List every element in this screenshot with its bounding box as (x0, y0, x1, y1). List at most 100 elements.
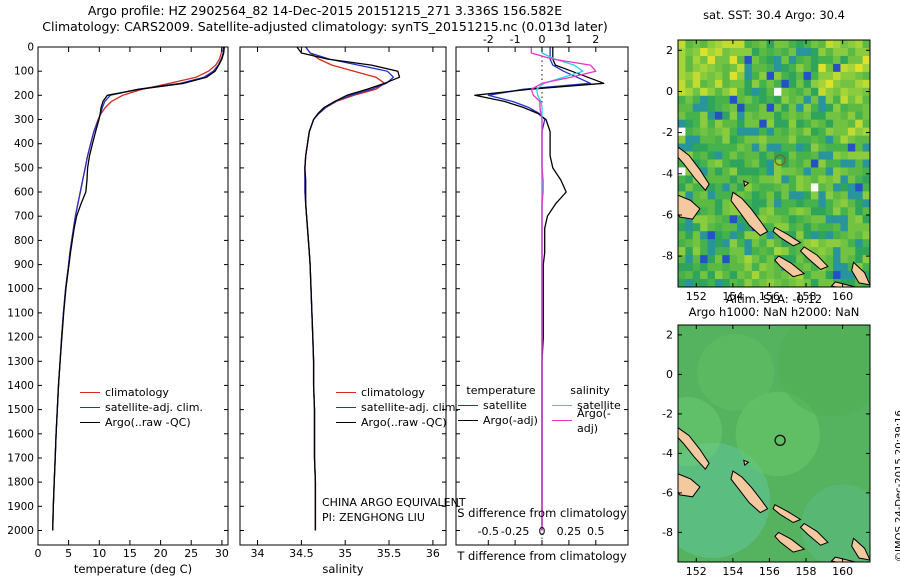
legend-item: Argo(-adj) (552, 407, 628, 435)
sst-pixel (862, 263, 870, 272)
sst-pixel (700, 95, 709, 105)
sst-pixel (766, 135, 775, 145)
sst-pixel (840, 215, 849, 224)
sst-pixel (759, 40, 768, 49)
sst-pixel (833, 255, 842, 264)
sst-pixel (714, 191, 723, 200)
sst-pixel (751, 47, 760, 57)
sst-pixel (737, 255, 746, 264)
sst-pixel (700, 207, 709, 216)
sst-pixel (714, 223, 723, 232)
sst-pixel (774, 263, 782, 272)
sst-pixel (766, 199, 775, 208)
sst-pixel (810, 175, 819, 185)
sst-pixel (796, 151, 805, 161)
sst-pixel (692, 103, 701, 113)
sst-pixel (796, 239, 805, 248)
sst-pixel (714, 151, 723, 161)
sst-pixel (714, 175, 723, 185)
sst-pixel (737, 95, 746, 105)
legend-label: satellite (483, 399, 527, 412)
sst-pixel (774, 223, 782, 232)
sst-pixel (840, 55, 849, 65)
salinity-axis-label: salinity (322, 562, 364, 576)
sst-pixel (714, 111, 723, 121)
sst-pixel (685, 63, 694, 73)
sst-pixel (781, 63, 790, 73)
blue-line-swatch (336, 407, 356, 408)
sla-map-layers (678, 325, 870, 562)
sst-pixel (766, 40, 775, 49)
sst-pixel (810, 87, 819, 97)
tick-label: 160 (832, 565, 853, 578)
sst-pixel (685, 79, 694, 89)
sst-pixel (707, 239, 716, 248)
sst-pixel (803, 55, 812, 65)
sst-pixel (729, 143, 738, 153)
sst-pixel (729, 215, 738, 224)
sst-pixel (788, 119, 797, 129)
sst-pixel (766, 159, 775, 169)
tick-label: 1900 (7, 501, 34, 513)
sst-pixel (781, 215, 790, 224)
tick-label: 34 (251, 547, 265, 560)
sst-pixel (685, 231, 694, 240)
sst-pixel (847, 239, 856, 248)
sst-pixel (678, 247, 686, 256)
sst-pixel (714, 95, 723, 105)
sst-pixel (759, 175, 768, 185)
sst-pixel (759, 87, 768, 97)
tick-label: 0 (539, 525, 546, 538)
sst-pixel (744, 279, 753, 287)
sst-pixel (722, 263, 731, 272)
sst-pixel (685, 71, 694, 81)
sst-pixel (766, 127, 775, 137)
sst-pixel (759, 55, 768, 65)
sst-pixel (803, 279, 812, 287)
sst-pixel (810, 183, 819, 192)
sst-pixel (751, 111, 760, 121)
sst-pixel (810, 167, 819, 177)
sst-pixel (788, 95, 797, 105)
sst-pixel (818, 151, 827, 161)
sst-pixel (729, 103, 738, 113)
sst-pixel (678, 263, 686, 272)
sst-pixel (707, 40, 716, 49)
sst-pixel (825, 279, 834, 287)
sst-pixel (707, 263, 716, 272)
sst-pixel (766, 167, 775, 177)
sst-pixel (759, 199, 768, 208)
sst-pixel (678, 127, 686, 137)
sst-pixel (847, 247, 856, 256)
sst-pixel (847, 143, 856, 153)
sst-pixel (796, 143, 805, 153)
sst-pixel (692, 119, 701, 129)
tick-label: 2000 (7, 525, 34, 537)
black-line-swatch (458, 420, 478, 421)
sst-pixel (840, 103, 849, 113)
sst-pixel (833, 207, 842, 216)
sst-pixel (700, 191, 709, 200)
tick-label: 1300 (7, 356, 34, 368)
sst-pixel (796, 191, 805, 200)
sst-pixel (833, 271, 842, 280)
sst-pixel (862, 151, 870, 161)
sst-pixel (840, 263, 849, 272)
sst-pixel (847, 175, 856, 185)
sst-pixel (737, 40, 746, 49)
sst-pixel (833, 79, 842, 89)
sst-pixel (825, 71, 834, 81)
island-landmass (678, 146, 710, 192)
island-landmass (830, 556, 856, 562)
sst-pixel (766, 143, 775, 153)
sst-pixel (818, 143, 827, 153)
sst-pixel (862, 247, 870, 256)
sst-pixel (678, 183, 686, 192)
tick-label: -1 (510, 33, 521, 46)
sst-pixel (722, 255, 731, 264)
sst-pixel (796, 199, 805, 208)
island-landmass (851, 537, 870, 561)
sst-pixel (744, 255, 753, 264)
sst-pixel (847, 111, 856, 121)
sst-pixel (737, 71, 746, 81)
